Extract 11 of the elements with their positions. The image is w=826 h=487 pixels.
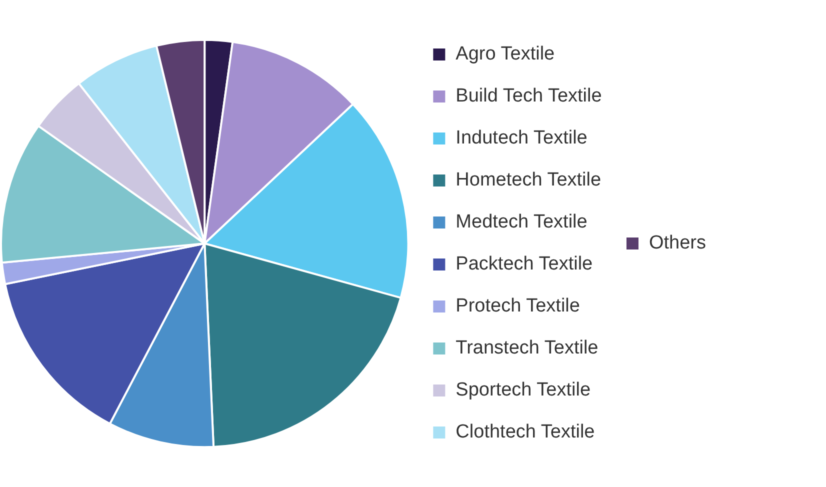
legend-label: Protech Textile xyxy=(456,296,580,317)
legend-label: Medtech Textile xyxy=(456,212,588,233)
legend-label: Transtech Textile xyxy=(456,338,598,359)
legend-label: Hometech Textile xyxy=(456,170,602,191)
legend-label: Indutech Textile xyxy=(456,128,588,149)
legend-label: Packtech Textile xyxy=(456,254,593,275)
legend-label: Sportech Textile xyxy=(456,380,591,401)
legend-label: Build Tech Textile xyxy=(456,86,602,107)
legend-label: Agro Textile xyxy=(456,44,555,65)
legend-label: Clothtech Textile xyxy=(456,422,595,443)
legend-label: Others xyxy=(648,232,706,254)
